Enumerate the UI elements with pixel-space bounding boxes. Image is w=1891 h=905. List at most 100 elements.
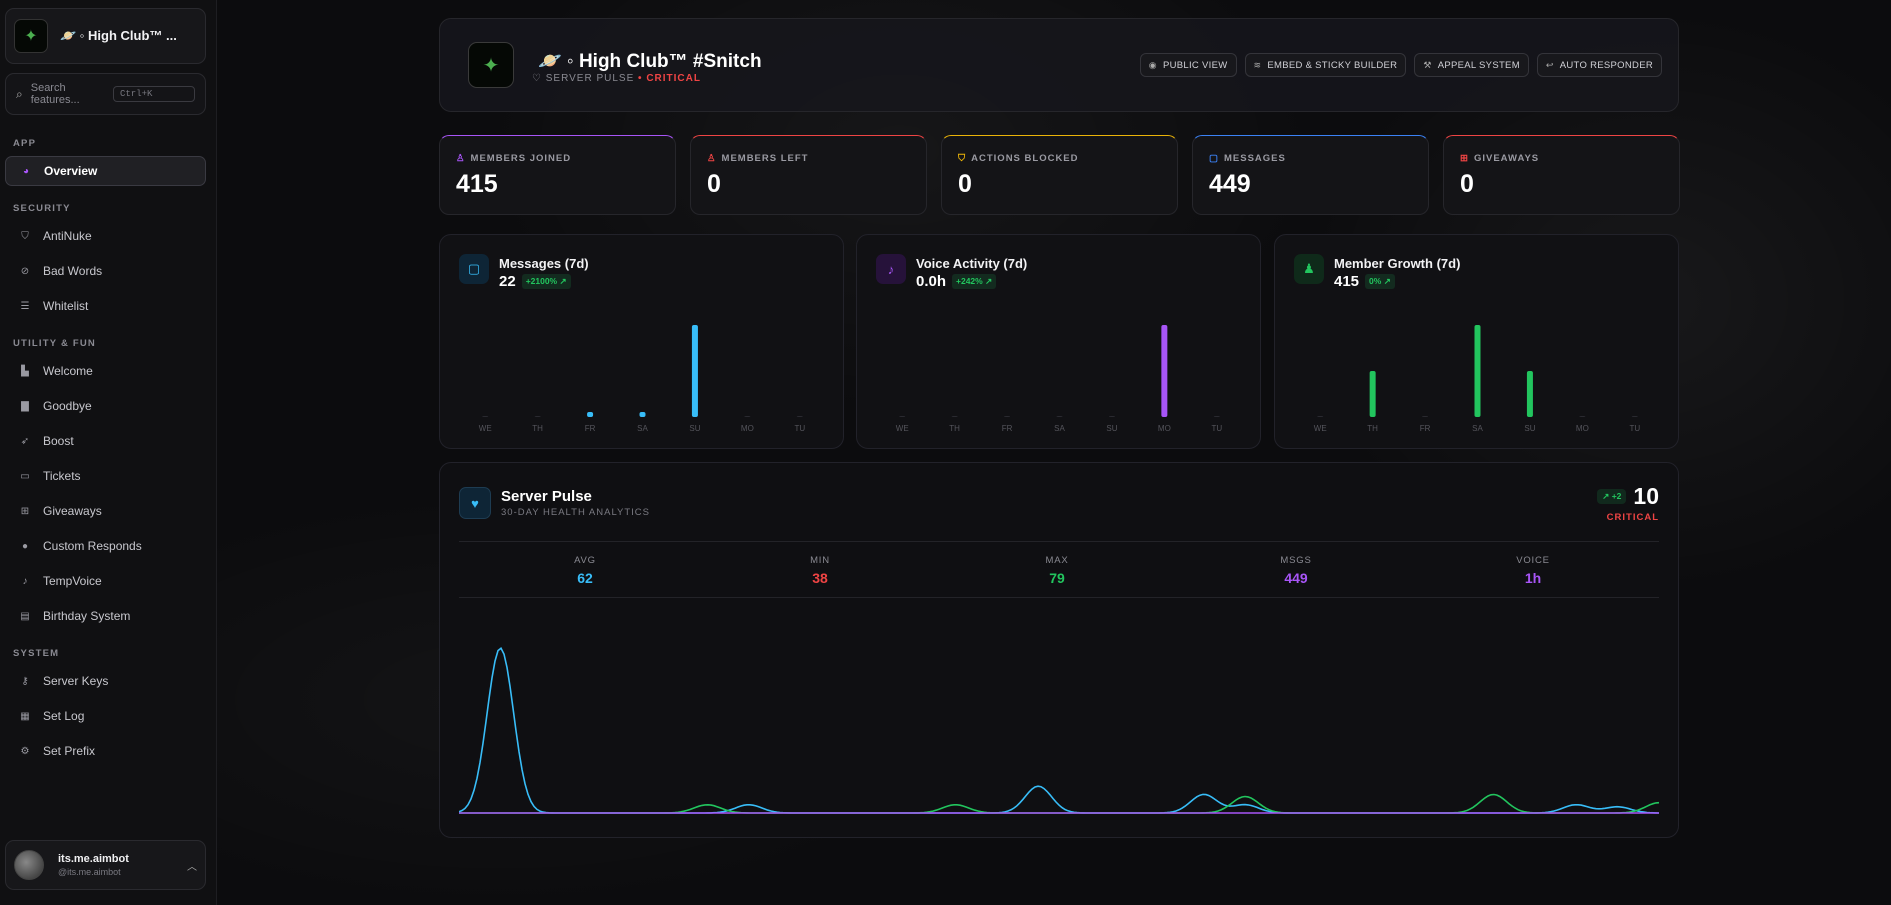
sidebar-item-set-prefix[interactable]: ⚙ Set Prefix bbox=[5, 736, 206, 766]
sidebar-item-label: Bad Words bbox=[43, 264, 103, 278]
metric-voice: VOICE 1h bbox=[1516, 555, 1550, 586]
embed-builder-button[interactable]: ≋ EMBED & STICKY BUILDER bbox=[1244, 53, 1407, 77]
sidebar-item-giveaways[interactable]: ⊞ Giveaways bbox=[5, 496, 206, 526]
bar-mo bbox=[1579, 416, 1586, 417]
stat-value: 415 bbox=[456, 170, 498, 198]
tick-label: TU bbox=[794, 424, 805, 433]
user-menu[interactable]: its.me.aimbot @its.me.aimbot ︿ bbox=[5, 840, 206, 890]
shield-icon: ⛉ bbox=[21, 230, 29, 242]
heart-icon: ♡ bbox=[532, 73, 546, 84]
sidebar-item-custom-responds[interactable]: ● Custom Responds bbox=[5, 531, 206, 561]
search-input[interactable]: ⌕ Search features... Ctrl+K bbox=[5, 73, 206, 115]
messages-bar-chart: WE TH FR SA SU MO TU bbox=[479, 325, 805, 433]
panel-value: 0.0h bbox=[916, 273, 947, 290]
section-app: APP bbox=[13, 138, 37, 149]
pulse-score: 10 bbox=[1633, 483, 1659, 509]
shield-icon: ⛉ bbox=[958, 153, 967, 164]
bar-tu bbox=[1213, 416, 1220, 417]
sidebar-item-boost[interactable]: ➶ Boost bbox=[5, 426, 206, 456]
avatar bbox=[14, 850, 44, 880]
sidebar-item-bad-words[interactable]: ⊘ Bad Words bbox=[5, 256, 206, 286]
sidebar-item-label: AntiNuke bbox=[43, 229, 92, 243]
tick-label: WE bbox=[896, 424, 909, 433]
bar-tu bbox=[1631, 416, 1638, 417]
bar-we bbox=[1317, 416, 1324, 417]
sidebar-item-tickets[interactable]: ▭ Tickets bbox=[5, 461, 206, 491]
heart-pulse-icon: ♥ bbox=[459, 487, 491, 519]
metric-min: MIN 38 bbox=[810, 555, 830, 586]
pulse-status: • CRITICAL bbox=[638, 73, 701, 84]
bar-th bbox=[951, 416, 958, 417]
ticket-icon: ▭ bbox=[20, 470, 30, 482]
sidebar-item-label: Tickets bbox=[43, 469, 81, 483]
server-switcher[interactable]: ✦ 🪐 ◦ High Club™ ... bbox=[5, 8, 206, 64]
tick-label: TH bbox=[1367, 424, 1378, 433]
sidebar-item-label: Overview bbox=[44, 164, 98, 178]
pulse-title: Server Pulse bbox=[501, 488, 592, 505]
palette-icon: ◕ bbox=[22, 165, 30, 177]
server-header: ✦ 🪐 ◦ High Club™ #Snitch ♡ SERVER PULSE … bbox=[439, 18, 1679, 112]
pulse-line-chart bbox=[459, 646, 1659, 814]
stat-messages: ▢ MESSAGES 449 bbox=[1192, 135, 1429, 215]
user-name: its.me.aimbot bbox=[58, 853, 129, 865]
tick-label: FR bbox=[585, 424, 596, 433]
auto-responder-button[interactable]: ↩ AUTO RESPONDER bbox=[1536, 53, 1662, 77]
panel-title: Messages (7d) bbox=[499, 256, 589, 271]
chat-icon: ● bbox=[21, 540, 29, 552]
pulse-status: CRITICAL bbox=[1606, 512, 1659, 523]
sidebar-item-welcome[interactable]: ▙ Welcome bbox=[5, 356, 206, 386]
bar-fr bbox=[587, 412, 594, 417]
sidebar-item-label: Goodbye bbox=[43, 399, 92, 413]
stat-members-left: ♙ MEMBERS LEFT 0 bbox=[690, 135, 927, 215]
server-pulse-panel: ♥ Server Pulse 30-DAY HEALTH ANALYTICS ↗… bbox=[439, 462, 1679, 838]
sidebar-item-label: Set Log bbox=[43, 709, 85, 723]
tick-label: FR bbox=[1002, 424, 1013, 433]
divider bbox=[459, 541, 1659, 542]
microphone-icon: ♪ bbox=[22, 575, 28, 587]
button-label: AUTO RESPONDER bbox=[1559, 59, 1653, 71]
bar-su bbox=[1526, 371, 1533, 417]
sidebar-item-birthday-system[interactable]: ▤ Birthday System bbox=[5, 601, 206, 631]
tick-label: SU bbox=[1524, 424, 1535, 433]
divider bbox=[459, 597, 1659, 598]
sidebar-item-overview[interactable]: ◕ Overview bbox=[5, 156, 206, 186]
voice-bar-chart: WE TH FR SA SU MO TU bbox=[896, 325, 1222, 433]
search-placeholder: Search features... bbox=[30, 82, 80, 106]
stat-members-joined: ♙ MEMBERS JOINED 415 bbox=[439, 135, 676, 215]
server-logo-icon: ✦ bbox=[468, 42, 514, 88]
rocket-icon: ➶ bbox=[20, 435, 30, 447]
bar-we bbox=[899, 416, 906, 417]
bar-mo bbox=[744, 416, 751, 417]
public-view-button[interactable]: ◉ PUBLIC VIEW bbox=[1139, 53, 1237, 77]
sidebar-item-tempvoice[interactable]: ♪ TempVoice bbox=[5, 566, 206, 596]
cake-icon: ▤ bbox=[20, 610, 30, 622]
message-icon: ▢ bbox=[459, 254, 489, 284]
tick-label: WE bbox=[1314, 424, 1327, 433]
sidebar-item-whitelist[interactable]: ☰ Whitelist bbox=[5, 291, 206, 321]
sidebar-item-label: Welcome bbox=[43, 364, 93, 378]
bar-th bbox=[534, 416, 541, 417]
server-logo-icon: ✦ bbox=[14, 19, 48, 53]
bar-sa bbox=[1474, 325, 1481, 417]
tick-label: SA bbox=[637, 424, 648, 433]
stat-value: 0 bbox=[707, 170, 721, 198]
appeal-system-button[interactable]: ⚒ APPEAL SYSTEM bbox=[1414, 53, 1529, 77]
tick-label: MO bbox=[1576, 424, 1589, 433]
gears-icon: ⚙ bbox=[20, 745, 30, 757]
sidebar-item-server-keys[interactable]: ⚷ Server Keys bbox=[5, 666, 206, 696]
tick-label: SA bbox=[1054, 424, 1065, 433]
sidebar-item-set-log[interactable]: ▦ Set Log bbox=[5, 701, 206, 731]
delta-badge: ↗ +2 bbox=[1597, 489, 1627, 504]
tick-label: MO bbox=[1158, 424, 1171, 433]
sidebar-item-antinuke[interactable]: ⛉ AntiNuke bbox=[5, 221, 206, 251]
stat-value: 449 bbox=[1209, 170, 1251, 198]
change-badge: 0% ↗ bbox=[1365, 274, 1395, 289]
tick-label: TU bbox=[1211, 424, 1222, 433]
bar-su bbox=[691, 325, 698, 417]
sidebar-item-goodbye[interactable]: ▇ Goodbye bbox=[5, 391, 206, 421]
sidebar-item-label: Birthday System bbox=[43, 609, 131, 623]
user-plus-icon: ♙ bbox=[456, 153, 466, 164]
tick-label: TH bbox=[532, 424, 543, 433]
bar-fr bbox=[1004, 416, 1011, 417]
log-icon: ▦ bbox=[20, 710, 30, 722]
